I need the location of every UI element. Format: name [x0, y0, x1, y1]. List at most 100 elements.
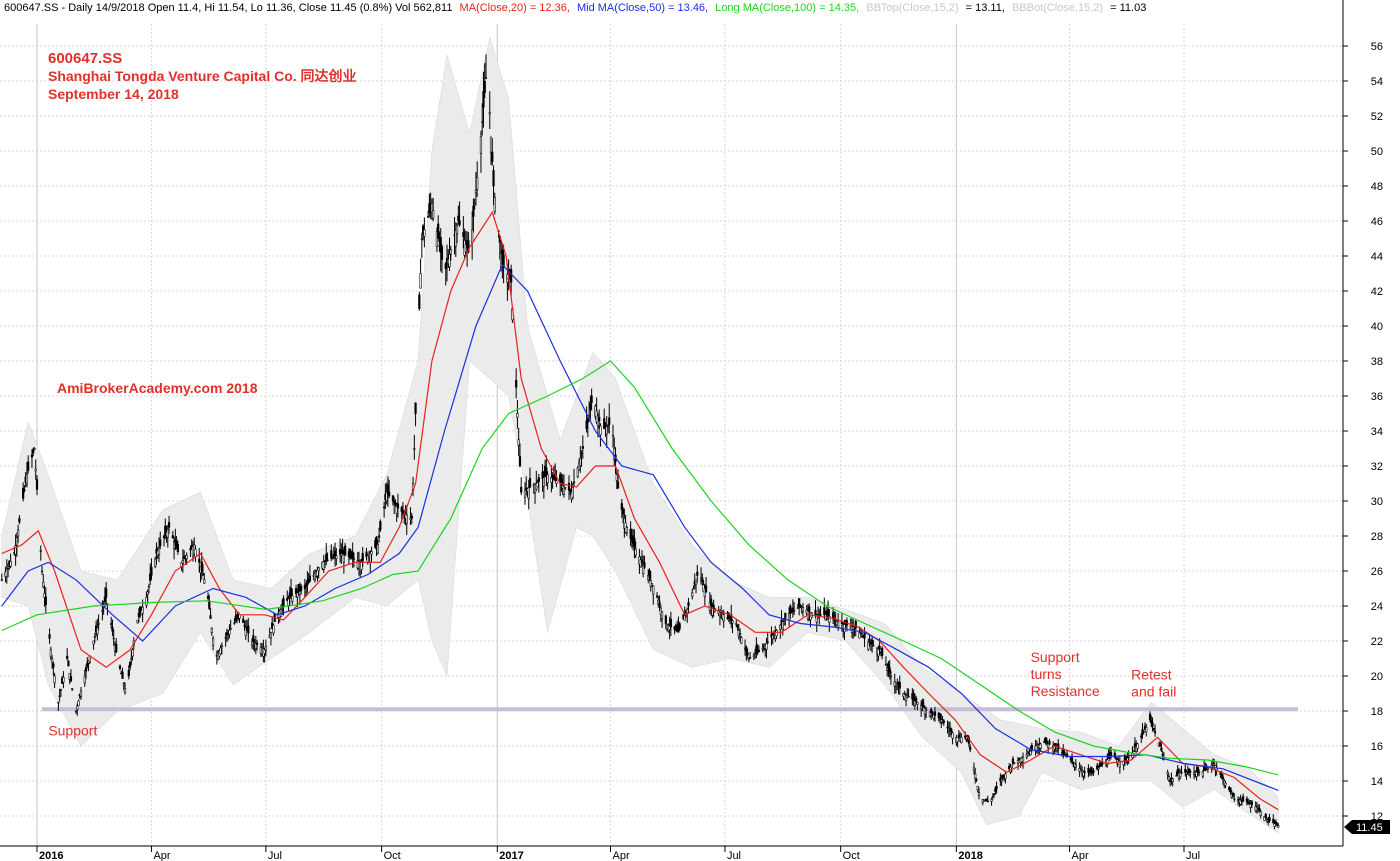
price-bar [483, 63, 486, 99]
price-bar [1106, 753, 1109, 768]
price-bar [843, 619, 846, 640]
price-bar [44, 587, 47, 614]
price-bar [1268, 813, 1271, 823]
price-bar [340, 543, 343, 565]
title-date: September 14, 2018 [48, 86, 179, 102]
y-tick-label: 28 [1371, 531, 1383, 543]
price-bar [642, 555, 645, 578]
price-bar [1264, 812, 1267, 820]
price-bar [916, 701, 919, 711]
price-bar [437, 215, 440, 242]
price-bar [97, 614, 100, 631]
annotation-support: Support [48, 723, 97, 739]
price-bar [1213, 758, 1216, 766]
price-bar [960, 733, 963, 744]
price-bar [376, 539, 379, 555]
price-bar [127, 665, 130, 680]
price-bar [650, 582, 654, 588]
price-bar [969, 744, 972, 753]
price-bar [1250, 800, 1254, 808]
price-bar [118, 664, 122, 671]
price-bar [159, 531, 162, 549]
price-bar [1180, 765, 1183, 775]
price-bar [889, 670, 893, 685]
price-bar [181, 549, 184, 573]
price-bar [123, 682, 127, 695]
price-bar [1016, 756, 1020, 770]
price-bar [696, 564, 699, 583]
x-tick-label: Apr [1072, 850, 1089, 861]
price-bar [1258, 804, 1261, 812]
price-bar [105, 582, 108, 607]
ma-line-ma20 [1, 210, 1279, 811]
price-bar [930, 707, 933, 720]
header-ma50: Mid MA(Close,50) = 13.46, [577, 2, 708, 14]
price-bar [1072, 761, 1075, 768]
price-bar [150, 558, 153, 581]
price-bar [974, 767, 977, 784]
price-bar [517, 427, 520, 457]
price-bar [798, 598, 801, 616]
price-bar [66, 648, 69, 661]
title-company: Shanghai Tongda Venture Capital Co. 同达创业 [48, 68, 357, 84]
x-tick-label: Oct [843, 850, 860, 861]
price-bar [62, 671, 65, 689]
price-bar [121, 667, 124, 679]
x-tick-label: 2017 [499, 850, 523, 861]
price-bar [272, 623, 275, 636]
price-bar [528, 467, 532, 489]
price-bar [828, 608, 831, 632]
y-tick-label: 20 [1371, 671, 1383, 683]
price-bar [413, 434, 416, 460]
y-tick-label: 22 [1371, 636, 1383, 648]
price-bar [472, 198, 475, 233]
price-bar [1136, 742, 1139, 752]
price-bar [634, 541, 637, 559]
y-tick-label: 54 [1371, 76, 1383, 88]
price-bar [1039, 742, 1042, 751]
price-bar [834, 612, 837, 628]
price-bar [801, 602, 805, 617]
price-bar [23, 485, 26, 493]
price-bar [1004, 770, 1007, 784]
x-axis-ticks: 2016 Apr Jul Oct 2017 Apr Jul Oct 2018 Apr Jul [36, 846, 1200, 861]
price-bar [1166, 769, 1169, 780]
price-bar [735, 619, 738, 628]
price-bar [907, 688, 910, 698]
price-bar [1045, 738, 1049, 747]
price-bar [432, 197, 435, 222]
price-bar [608, 403, 611, 434]
price-bar [482, 71, 485, 128]
price-bar [18, 514, 21, 525]
price-bar [488, 91, 491, 130]
price-bar [749, 651, 752, 659]
price-bar [167, 515, 171, 534]
ma-line-ma100 [1, 360, 1279, 776]
price-bar [1145, 723, 1148, 737]
title-ticker: 600647.SS [48, 50, 122, 67]
price-bar [766, 632, 769, 645]
price-bar [49, 646, 52, 661]
price-bar [977, 787, 981, 800]
price-bar [388, 479, 391, 499]
price-bar [455, 222, 459, 244]
price-bar [440, 244, 444, 274]
price-bar [1092, 768, 1095, 776]
price-bar [898, 675, 901, 695]
y-tick-label: 48 [1371, 181, 1383, 193]
price-bar [1000, 774, 1003, 787]
price-bar [1221, 773, 1225, 785]
price-bar [115, 638, 118, 654]
price-bar [414, 402, 417, 427]
price-bar [1175, 771, 1178, 777]
price-bar [379, 519, 382, 533]
price-bar [793, 602, 796, 615]
price-bar [808, 603, 811, 622]
price-bar [326, 552, 329, 562]
price-bar [229, 619, 232, 631]
price-bar [546, 471, 549, 490]
price-bar [950, 727, 953, 735]
price-bar [1074, 759, 1077, 771]
header-bbtop-value: = 13.11, [966, 2, 1005, 14]
